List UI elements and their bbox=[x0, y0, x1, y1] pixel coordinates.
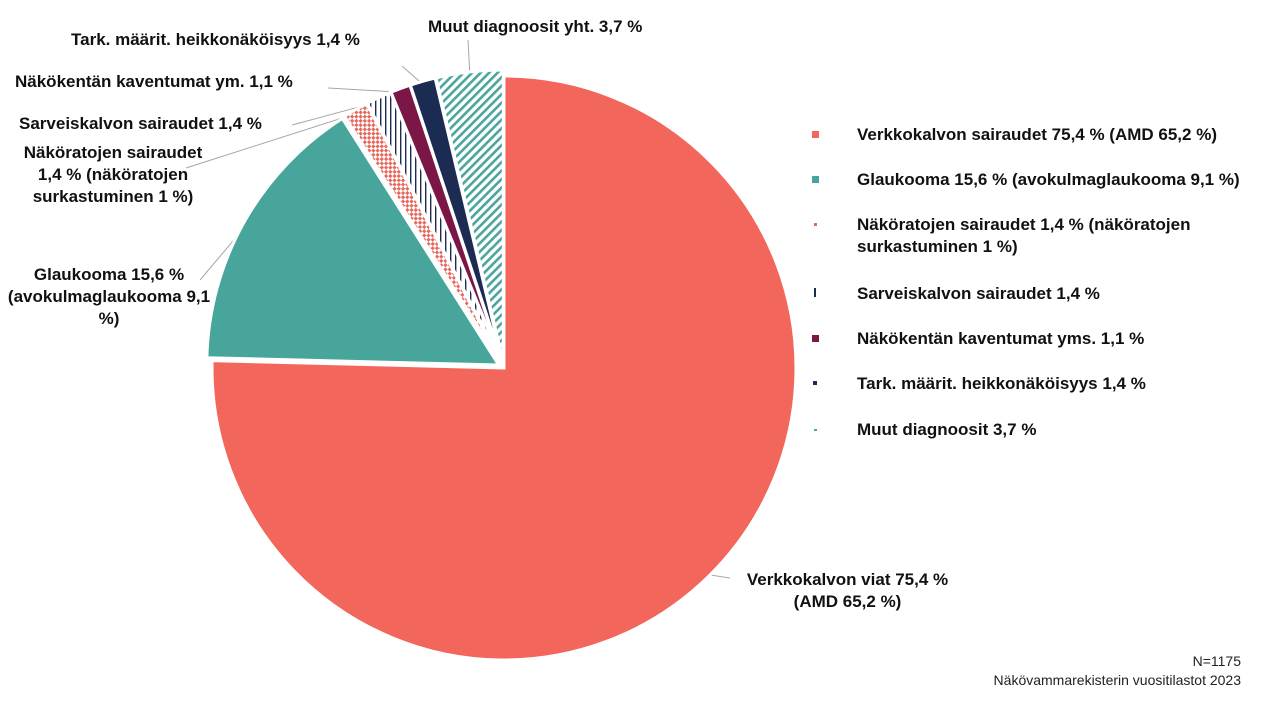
sample-size: N=1175 bbox=[1192, 653, 1241, 669]
legend-swatch bbox=[812, 131, 819, 138]
legend-swatch bbox=[814, 223, 817, 226]
legend-swatch bbox=[812, 335, 819, 342]
legend-label: Tark. määrit. heikkonäköisyys 1,4 % bbox=[857, 374, 1146, 393]
legend-label: Muut diagnoosit 3,7 % bbox=[857, 420, 1037, 439]
label-tark-maarit: Tark. määrit. heikkonäköisyys 1,4 % bbox=[71, 30, 360, 49]
pie-slice-glaukooma bbox=[205, 116, 502, 367]
legend-label: Sarveiskalvon sairaudet 1,4 % bbox=[857, 284, 1100, 303]
legend-label: Näkökentän kaventumat yms. 1,1 % bbox=[857, 329, 1145, 348]
legend-swatch bbox=[813, 381, 817, 385]
label-verkkokalvon-viat: Verkkokalvon viat 75,4 % (AMD 65,2 %) bbox=[746, 570, 949, 611]
pie-slice-nakorata bbox=[342, 101, 503, 364]
label-nakokentan-kaventumat: Näkökentän kaventumat ym. 1,1 % bbox=[15, 72, 293, 91]
data-source: Näkövammarekisterin vuositilastot 2023 bbox=[993, 672, 1241, 688]
label-sarveiskalvon-sairaudet: Sarveiskalvon sairaudet 1,4 % bbox=[19, 114, 262, 133]
chart-footer: N=1175 Näkövammarekisterin vuositilastot… bbox=[994, 652, 1241, 690]
label-muut-diagnoosit: Muut diagnoosit yht. 3,7 % bbox=[428, 17, 643, 36]
label-glaukooma: Glaukooma 15,6 % (avokulmaglaukooma 9,1 … bbox=[7, 265, 211, 328]
leader-line-nakorata bbox=[185, 112, 358, 169]
legend-swatch bbox=[814, 429, 817, 431]
leader-line-muut bbox=[467, 39, 471, 77]
legend-label: Glaukooma 15,6 % (avokulmaglaukooma 9,1 … bbox=[857, 170, 1240, 189]
legend-swatch bbox=[814, 288, 816, 297]
legend-label: Näköratojen sairaudet 1,4 % (näköratojen… bbox=[857, 215, 1191, 256]
pie-slice-verkkokalvo bbox=[210, 74, 798, 662]
label-nakoratojen-sairaudet: Näköratojen sairaudet 1,4 % (näköratojen… bbox=[23, 143, 203, 206]
legend-swatch bbox=[812, 176, 819, 183]
pie-slices bbox=[205, 68, 798, 662]
legend-label: Verkkokalvon sairaudet 75,4 % (AMD 65,2 … bbox=[857, 125, 1217, 144]
